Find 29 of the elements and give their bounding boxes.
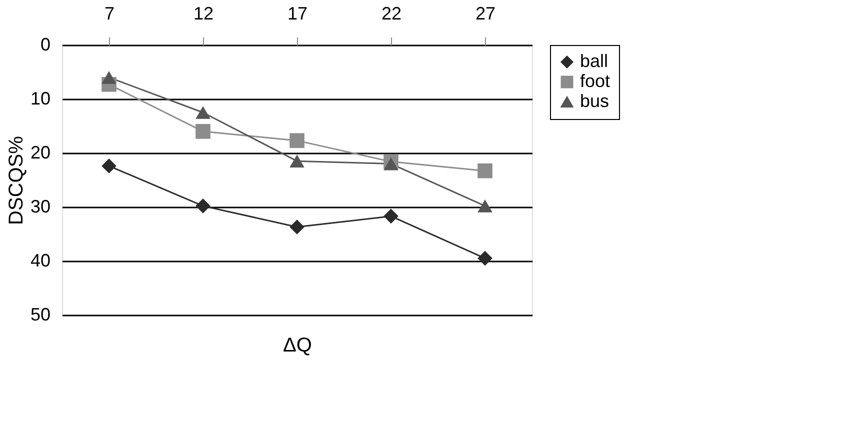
x-tick-label: 22	[381, 4, 402, 24]
x-tick-label: 27	[475, 4, 496, 24]
x-axis-title: ΔQ	[283, 334, 312, 356]
point	[290, 154, 304, 168]
legend-label: foot	[580, 71, 610, 91]
x-tick-label: 17	[287, 4, 308, 24]
point	[384, 157, 398, 170]
x-tick-label: 12	[193, 4, 214, 24]
y-tick-label: 50	[30, 304, 50, 324]
y-tick-label: 30	[30, 196, 50, 216]
point	[196, 198, 210, 214]
legend-label: bus	[580, 91, 610, 111]
point	[102, 70, 116, 84]
point	[290, 220, 304, 234]
point	[290, 133, 304, 148]
legend-label: ball	[580, 51, 608, 71]
y-tick-label: 40	[30, 250, 50, 270]
x-tick-label: 7	[104, 4, 115, 24]
point	[102, 158, 116, 174]
point	[478, 250, 492, 266]
point	[478, 163, 492, 178]
y-tick-label: 10	[30, 88, 50, 108]
y-tick-label: 0	[40, 34, 50, 54]
y-tick-label: 20	[30, 142, 50, 162]
point	[196, 124, 210, 139]
point	[384, 208, 398, 224]
point	[196, 106, 210, 119]
y-axis-title: DSCQS%	[5, 136, 28, 225]
point	[478, 199, 492, 212]
